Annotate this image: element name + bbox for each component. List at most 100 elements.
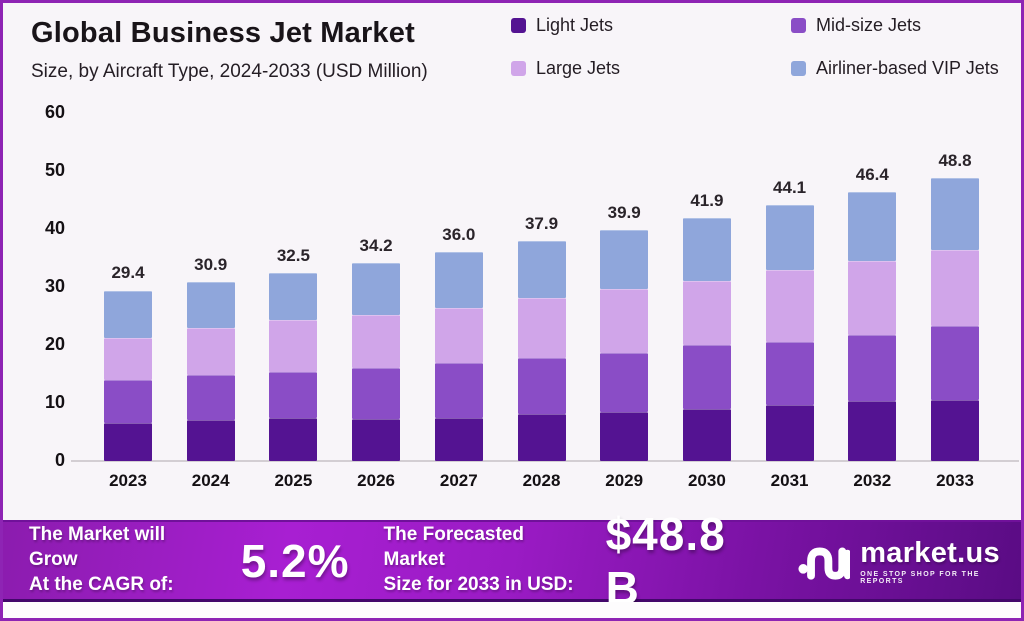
legend: Light Jets Mid-size Jets Large Jets Airl…: [511, 15, 999, 79]
bar-segment: [434, 307, 483, 363]
marketus-tagline: ONE STOP SHOP FOR THE REPORTS: [860, 570, 980, 585]
forecast-label: The Forecasted Market Size for 2033 in U…: [384, 523, 584, 597]
y-tick-label: 50: [44, 160, 65, 180]
bar-total-label: 48.8: [938, 150, 972, 170]
bar-segment: [352, 368, 401, 419]
bar-total-label: 30.9: [194, 254, 228, 274]
legend-item-mid-size-jets: Mid-size Jets: [791, 15, 999, 36]
bar-segment: [352, 418, 401, 461]
bar-segment: [517, 241, 566, 299]
bar-segment: [269, 320, 318, 373]
x-tick-label: 2023: [109, 471, 147, 490]
bar-segment: [600, 353, 649, 413]
bar-segment: [434, 252, 483, 308]
bar-segment: [434, 362, 483, 418]
bar-segment: [186, 419, 235, 461]
bar-segment: [682, 408, 731, 461]
x-tick-label: 2033: [936, 471, 974, 490]
legend-label: Light Jets: [536, 15, 614, 35]
x-tick-label: 2026: [357, 471, 395, 490]
bar-segment: [104, 338, 152, 381]
x-axis-labels: 2023 2024 2025 2026 2027 2028 2029 2030 2031 2032…: [78, 471, 1017, 501]
legend-item-airliner-vip-jets: Airliner-based VIP Jets: [791, 58, 999, 79]
marketus-wordmark: market.us: [860, 536, 1000, 569]
bar-segment: [517, 414, 566, 461]
bottom-margin: [3, 602, 1021, 618]
bar-segment: [186, 328, 235, 376]
y-tick-label: 20: [44, 334, 65, 354]
bar-segment: [104, 423, 152, 461]
bar-segment: [104, 290, 152, 339]
legend-label: Mid-size Jets: [816, 15, 922, 35]
bar-segment: [269, 372, 318, 419]
bar-segment: [352, 262, 401, 315]
y-tick-label: 60: [44, 102, 65, 122]
footer-banner: The Market will Grow At the CAGR of: 5.2…: [3, 508, 1021, 614]
bar-segment: [931, 177, 979, 251]
bar-total-label: 32.5: [276, 245, 310, 265]
bar-segment: [848, 191, 897, 261]
forecast-label-line2: Size for 2033 in USD:: [383, 573, 574, 595]
bar-segment: [931, 326, 979, 400]
bar-segment: [682, 217, 731, 282]
marketus-squiggle-icon: [798, 547, 851, 580]
x-tick-label: 2032: [853, 471, 892, 490]
x-axis-line: [71, 460, 1019, 462]
cagr-value: 5.2%: [240, 534, 350, 587]
bar-total-label: 46.4: [855, 164, 889, 184]
bar-total-label: 44.1: [773, 178, 807, 198]
bar-segment: [765, 205, 814, 270]
bar-segment: [104, 380, 152, 424]
forecast-label-line1: The Forecasted Market: [383, 524, 524, 571]
marketus-logo: market.us ONE STOP SHOP FOR THE REPORTS: [798, 537, 1021, 585]
legend-swatch-airliner-vip-jets-icon: [791, 61, 806, 76]
bar-segment: [517, 298, 566, 359]
bar-total-label: 36.0: [442, 225, 476, 245]
y-tick-label: 10: [44, 392, 65, 412]
legend-label: Large Jets: [536, 58, 621, 78]
legend-item-light-jets: Light Jets: [511, 15, 783, 36]
bar-total-label: 29.4: [111, 263, 145, 283]
bar-segment: [269, 272, 318, 321]
y-tick-label: 0: [54, 450, 65, 470]
page-title: Global Business Jet Market: [31, 17, 415, 49]
bar-total-label: 34.2: [359, 235, 393, 255]
bar-segment: [600, 289, 649, 354]
cagr-label-line1: The Market will Grow: [29, 524, 166, 571]
legend-swatch-large-jets-icon: [511, 61, 526, 76]
stacked-bar-chart: 29.4 30.9 32.5 34.2 36.0 37.9 39.9 41.9 44.1 46.4…: [78, 113, 1017, 461]
legend-swatch-mid-size-jets-icon: [791, 18, 806, 33]
cagr-label: The Market will Grow At the CAGR of:: [29, 523, 213, 597]
bar-segment: [434, 417, 483, 461]
bar-segment: [848, 400, 897, 461]
bar-segment: [600, 412, 649, 461]
x-tick-label: 2031: [770, 471, 809, 490]
cagr-label-line2: At the CAGR of:: [29, 573, 174, 595]
bar-total-label: 41.9: [690, 190, 724, 210]
bar-total-label: 39.9: [607, 202, 641, 222]
forecast-value: $48.8 B: [605, 507, 726, 614]
bar-segment: [682, 345, 731, 409]
legend-item-large-jets: Large Jets: [511, 58, 783, 79]
bar-segment: [269, 418, 318, 461]
page-subtitle: Size, by Aircraft Type, 2024-2033 (USD M…: [31, 61, 428, 82]
y-tick-label: 40: [44, 218, 65, 238]
bar-segment: [848, 260, 897, 336]
x-tick-label: 2025: [274, 471, 313, 490]
bar-segment: [186, 375, 235, 420]
legend-swatch-light-jets-icon: [511, 18, 526, 33]
bar-segment: [517, 358, 566, 415]
legend-label: Airliner-based VIP Jets: [816, 58, 999, 78]
x-tick-label: 2030: [687, 471, 726, 490]
bar-total-label: 37.9: [524, 214, 559, 234]
bar-segment: [682, 281, 731, 345]
bar-segment: [600, 229, 649, 290]
y-tick-label: 30: [44, 276, 65, 296]
bar-segment: [931, 399, 979, 461]
bar-segment: [186, 281, 235, 329]
x-tick-label: 2027: [439, 471, 478, 490]
bar-segment: [931, 250, 979, 327]
bar-segment: [765, 341, 814, 406]
x-tick-label: 2024: [191, 471, 230, 490]
